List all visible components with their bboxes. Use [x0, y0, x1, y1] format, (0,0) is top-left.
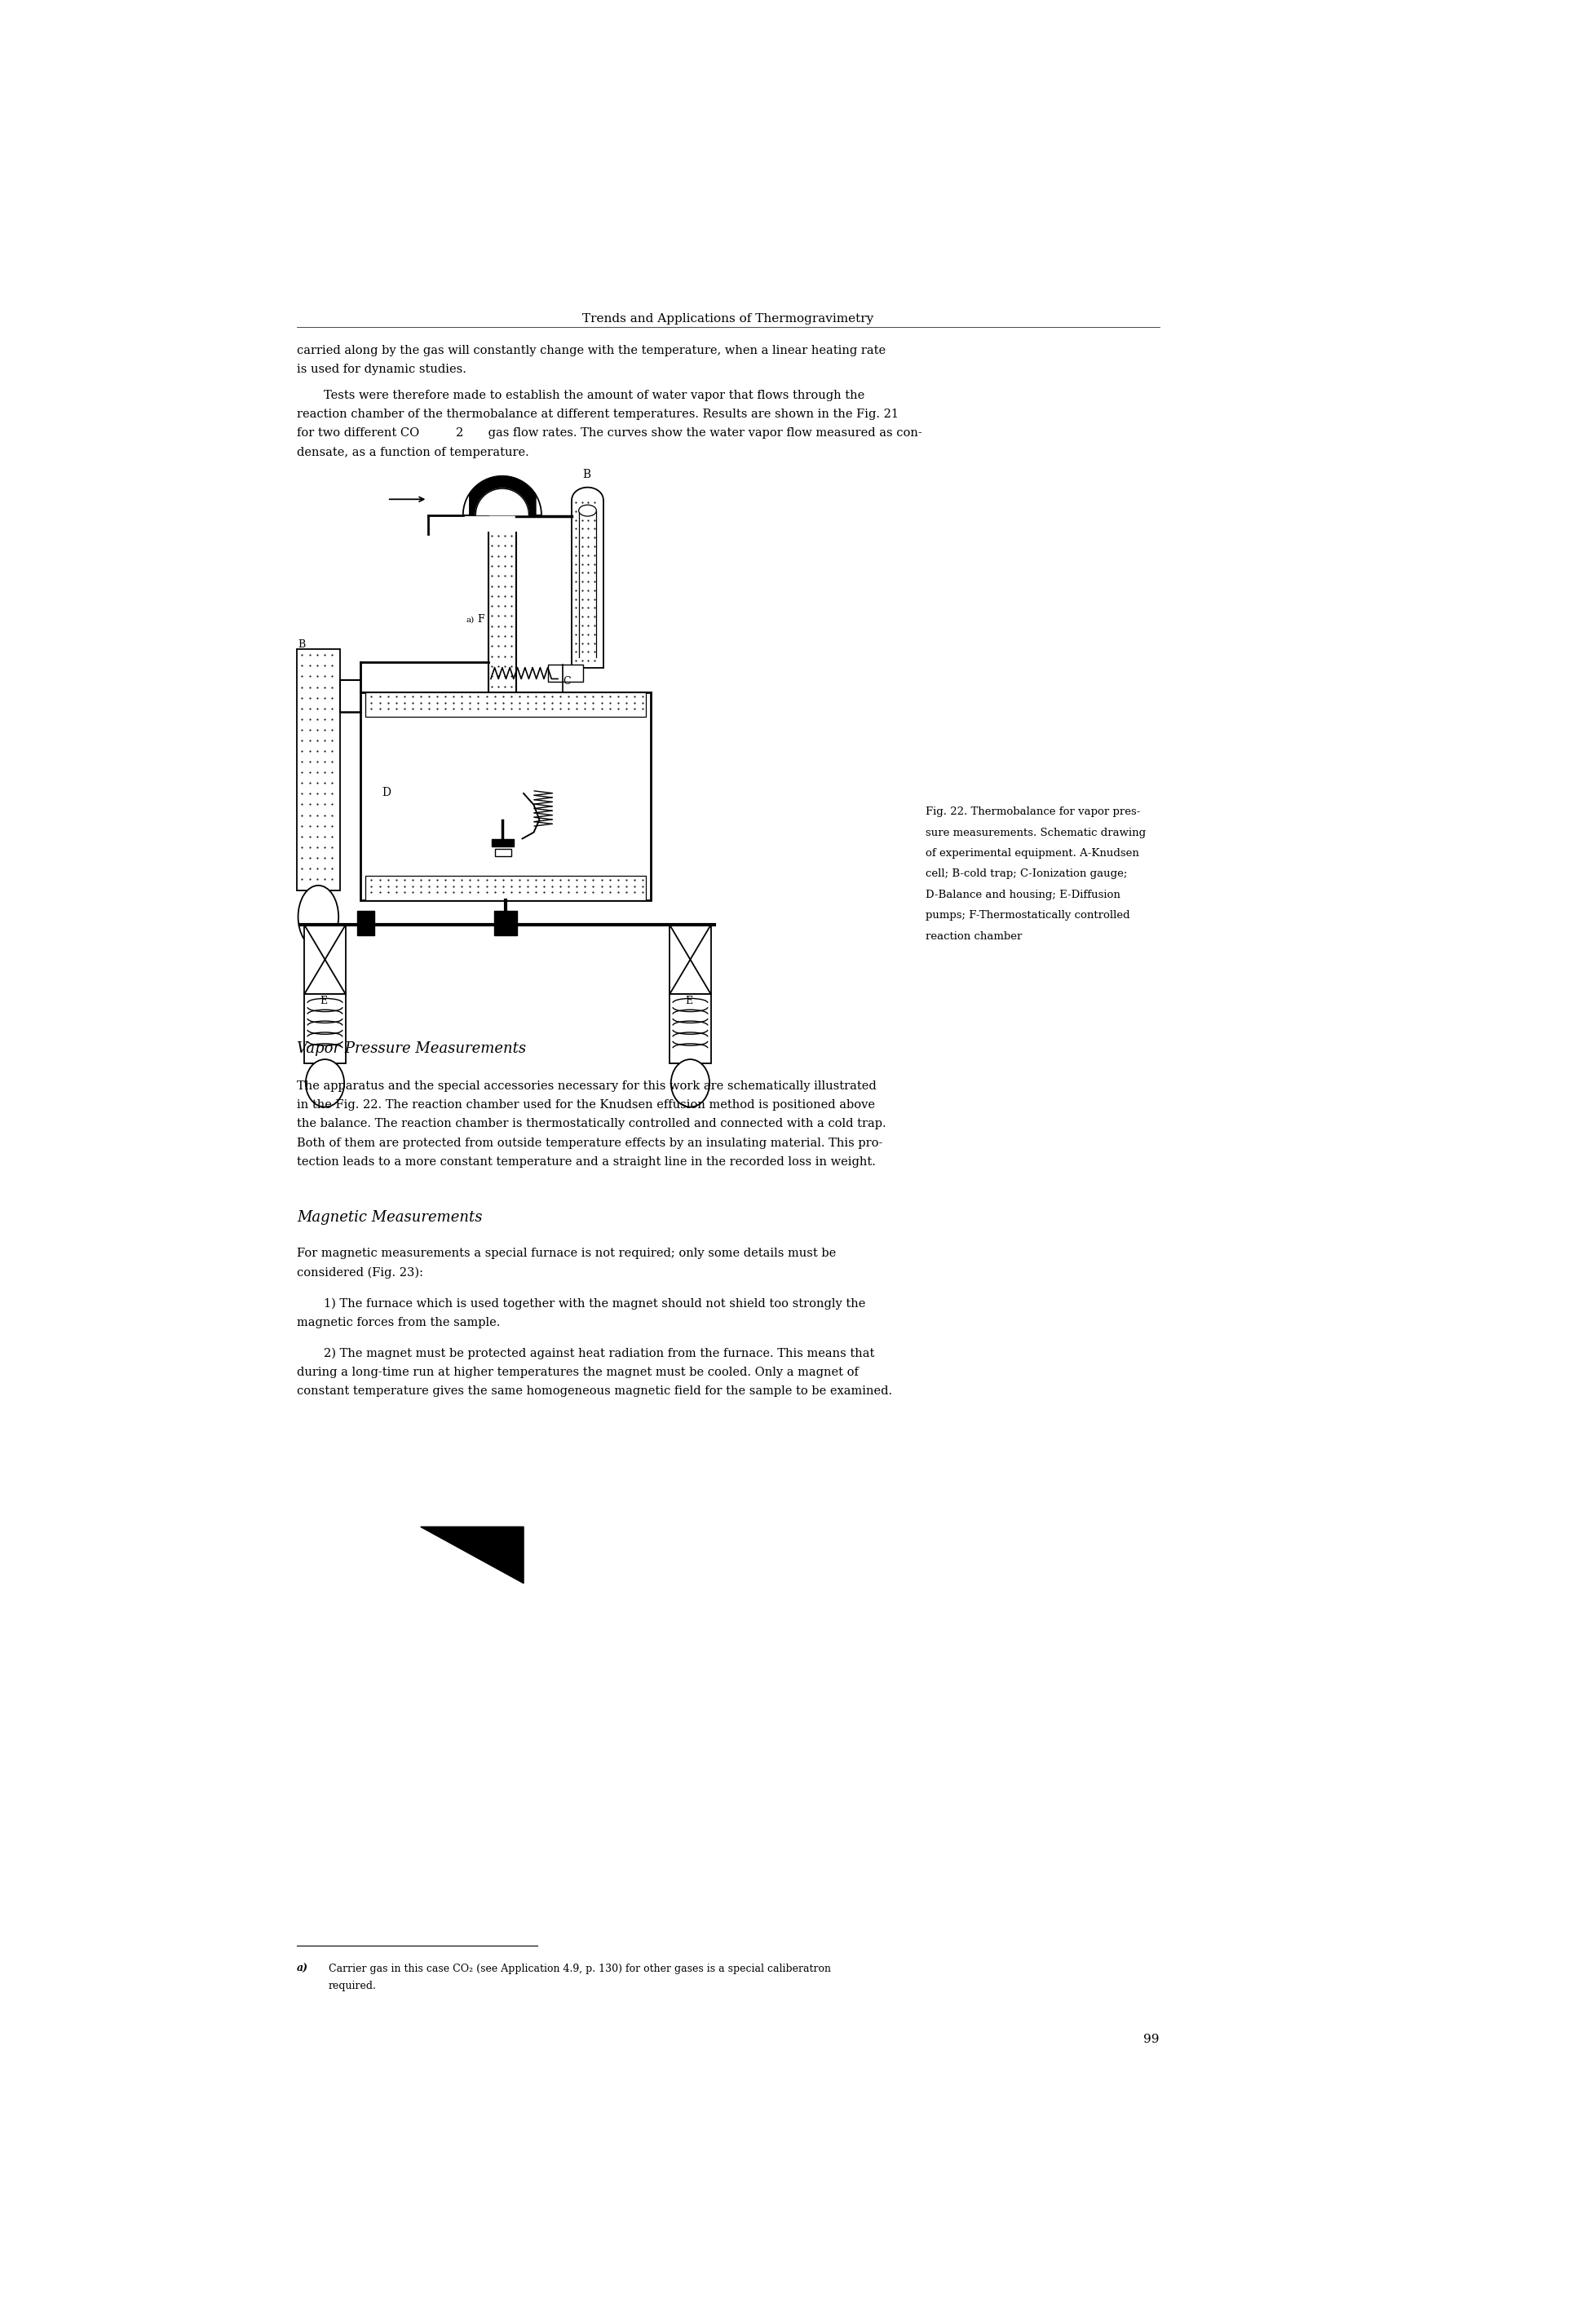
- Ellipse shape: [298, 885, 339, 948]
- Text: 1) The furnace which is used together with the magnet should not shield too stro: 1) The furnace which is used together wi…: [323, 1297, 866, 1308]
- Text: Trends and Applications of Thermogravimetry: Trends and Applications of Thermogravime…: [582, 314, 873, 325]
- Text: For magnetic measurements a special furnace is not required; only some details m: For magnetic measurements a special furn…: [298, 1248, 835, 1260]
- Text: The apparatus and the special accessories necessary for this work are schematica: The apparatus and the special accessorie…: [298, 1081, 877, 1092]
- Polygon shape: [463, 476, 541, 516]
- Text: B: B: [298, 639, 305, 651]
- Bar: [298, 648, 340, 890]
- Text: Carrier gas in this case CO₂ (see Application 4.9, p. 130) for other gases is a : Carrier gas in this case CO₂ (see Applic…: [328, 1964, 831, 1973]
- Text: a): a): [298, 1964, 309, 1973]
- Ellipse shape: [671, 1060, 710, 1106]
- Text: considered (Fig. 23):: considered (Fig. 23):: [298, 1267, 423, 1278]
- Bar: [364, 693, 646, 716]
- Bar: [549, 665, 584, 681]
- Text: D: D: [382, 788, 391, 797]
- Text: the balance. The reaction chamber is thermostatically controlled and connected w: the balance. The reaction chamber is the…: [298, 1118, 886, 1129]
- Text: 2) The magnet must be protected against heat radiation from the furnace. This me: 2) The magnet must be protected against …: [323, 1348, 873, 1360]
- Bar: [364, 876, 646, 899]
- Text: D-Balance and housing; E-Diffusion: D-Balance and housing; E-Diffusion: [926, 890, 1120, 899]
- Text: required.: required.: [328, 1980, 377, 1992]
- Text: E: E: [686, 995, 692, 1006]
- Text: sure measurements. Schematic drawing: sure measurements. Schematic drawing: [926, 827, 1146, 839]
- Text: during a long-time run at higher temperatures the magnet must be cooled. Only a : during a long-time run at higher tempera…: [298, 1367, 859, 1378]
- Text: reaction chamber: reaction chamber: [926, 932, 1021, 941]
- Text: Both of them are protected from outside temperature effects by an insulating mat: Both of them are protected from outside …: [298, 1136, 883, 1148]
- Text: F: F: [477, 614, 484, 625]
- Text: tection leads to a more constant temperature and a straight line in the recorded: tection leads to a more constant tempera…: [298, 1157, 875, 1169]
- Text: of experimental equipment. A-Knudsen: of experimental equipment. A-Knudsen: [926, 848, 1139, 858]
- Text: reaction chamber of the thermobalance at different temperatures. Results are sho: reaction chamber of the thermobalance at…: [298, 409, 899, 421]
- Text: densate, as a function of temperature.: densate, as a function of temperature.: [298, 446, 530, 458]
- Bar: [495, 848, 511, 855]
- Text: B: B: [582, 469, 590, 481]
- Bar: [304, 925, 345, 995]
- Text: is used for dynamic studies.: is used for dynamic studies.: [298, 363, 466, 374]
- Polygon shape: [420, 1527, 523, 1583]
- Ellipse shape: [579, 504, 597, 516]
- Polygon shape: [571, 488, 603, 500]
- Text: for two different CO: for two different CO: [298, 428, 420, 439]
- Bar: [495, 911, 517, 934]
- Text: 2: 2: [457, 428, 463, 439]
- Text: Vapor Pressure Measurements: Vapor Pressure Measurements: [298, 1041, 527, 1055]
- Ellipse shape: [305, 1060, 344, 1106]
- Text: cell; B-cold trap; C-Ionization gauge;: cell; B-cold trap; C-Ionization gauge;: [926, 869, 1128, 878]
- Text: 99: 99: [1144, 2034, 1160, 2045]
- Bar: [670, 995, 711, 1062]
- Text: E: E: [320, 995, 328, 1006]
- Text: C: C: [563, 676, 571, 686]
- Text: Tests were therefore made to establish the amount of water vapor that flows thro: Tests were therefore made to establish t…: [323, 390, 864, 402]
- Text: constant temperature gives the same homogeneous magnetic field for the sample to: constant temperature gives the same homo…: [298, 1385, 893, 1397]
- Text: magnetic forces from the sample.: magnetic forces from the sample.: [298, 1318, 500, 1329]
- Text: carried along by the gas will constantly change with the temperature, when a lin: carried along by the gas will constantly…: [298, 344, 886, 356]
- Text: in the Fig. 22. The reaction chamber used for the Knudsen effusion method is pos: in the Fig. 22. The reaction chamber use…: [298, 1099, 875, 1111]
- Bar: [360, 693, 651, 899]
- Polygon shape: [476, 488, 528, 516]
- Text: Magnetic Measurements: Magnetic Measurements: [298, 1211, 482, 1225]
- Text: gas flow rates. The curves show the water vapor flow measured as con-: gas flow rates. The curves show the wate…: [485, 428, 923, 439]
- Text: Fig. 22. Thermobalance for vapor pres-: Fig. 22. Thermobalance for vapor pres-: [926, 806, 1141, 818]
- Text: pumps; F-Thermostatically controlled: pumps; F-Thermostatically controlled: [926, 911, 1130, 920]
- Text: a): a): [466, 616, 474, 623]
- Bar: [492, 839, 514, 846]
- Text: A: A: [496, 504, 504, 514]
- Bar: [304, 995, 345, 1062]
- Bar: [670, 925, 711, 995]
- Bar: [356, 911, 374, 934]
